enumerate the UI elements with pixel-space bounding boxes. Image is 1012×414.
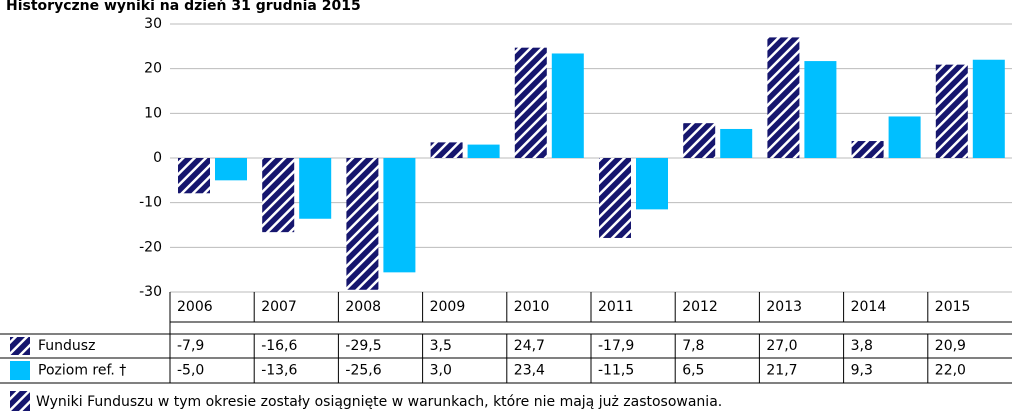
bar: [636, 158, 668, 210]
bar: [804, 61, 837, 158]
bar: [767, 37, 800, 158]
bar: [262, 158, 295, 233]
bar: [935, 64, 968, 158]
y-tick-label: 0: [153, 150, 162, 166]
table-cell: 24,7: [514, 338, 545, 354]
y-tick-label: 10: [144, 105, 162, 121]
table-cell: -29,5: [345, 338, 381, 354]
table-cell: -5,0: [177, 363, 204, 379]
table-cell: 9,3: [851, 363, 873, 379]
legend-label: Poziom ref. †: [38, 363, 126, 379]
table-cell: 7,8: [682, 338, 704, 354]
y-tick-label: -20: [139, 239, 162, 255]
table-cell: -17,9: [598, 338, 634, 354]
y-tick-label: 20: [144, 61, 162, 77]
x-tick-label: 2007: [261, 299, 297, 315]
table-cell: -7,9: [177, 338, 204, 354]
y-tick-label: -10: [139, 195, 162, 211]
table-cell: -16,6: [261, 338, 297, 354]
table-cell: 21,7: [766, 363, 797, 379]
table-cell: 27,0: [766, 338, 797, 354]
table-cell: 22,0: [935, 363, 966, 379]
table-cell: -13,6: [261, 363, 297, 379]
table-cell: 3,5: [430, 338, 452, 354]
note-icon: [10, 391, 30, 411]
x-tick-label: 2015: [935, 299, 971, 315]
bar: [551, 53, 584, 159]
table-cell: 20,9: [935, 338, 966, 354]
bar: [851, 141, 884, 158]
bar: [683, 123, 716, 158]
x-tick-label: 2010: [514, 299, 550, 315]
table-cell: 23,4: [514, 363, 545, 379]
bar: [888, 116, 921, 158]
legend-swatch: [10, 361, 30, 380]
legend-swatch: [10, 337, 30, 355]
x-tick-label: 2013: [766, 299, 802, 315]
bar: [299, 158, 332, 219]
bar: [346, 158, 379, 290]
bar: [467, 144, 500, 158]
bar: [215, 158, 247, 181]
chart-title: Historyczne wyniki na dzień 31 grudnia 2…: [6, 0, 361, 14]
legend-label: Fundusz: [38, 338, 95, 354]
y-tick-label: 30: [144, 16, 162, 32]
bar: [514, 47, 547, 158]
y-tick-label: -30: [139, 284, 162, 300]
table-cell: -25,6: [345, 363, 381, 379]
x-tick-label: 2012: [682, 299, 718, 315]
bar: [599, 158, 631, 238]
x-tick-label: 2008: [345, 299, 381, 315]
x-tick-label: 2014: [851, 299, 887, 315]
table-cell: 6,5: [682, 363, 704, 379]
x-tick-label: 2009: [430, 299, 466, 315]
table-cell: -11,5: [598, 363, 634, 379]
bar: [720, 128, 753, 158]
table-cell: 3,0: [430, 363, 452, 379]
bar: [972, 59, 1005, 158]
table-cell: 3,8: [851, 338, 873, 354]
bar: [383, 158, 416, 273]
note: Wyniki Funduszu w tym okresie zostały os…: [36, 394, 722, 410]
bar: [178, 158, 210, 194]
x-tick-label: 2011: [598, 299, 634, 315]
bar: [430, 142, 463, 158]
x-tick-label: 2006: [177, 299, 213, 315]
